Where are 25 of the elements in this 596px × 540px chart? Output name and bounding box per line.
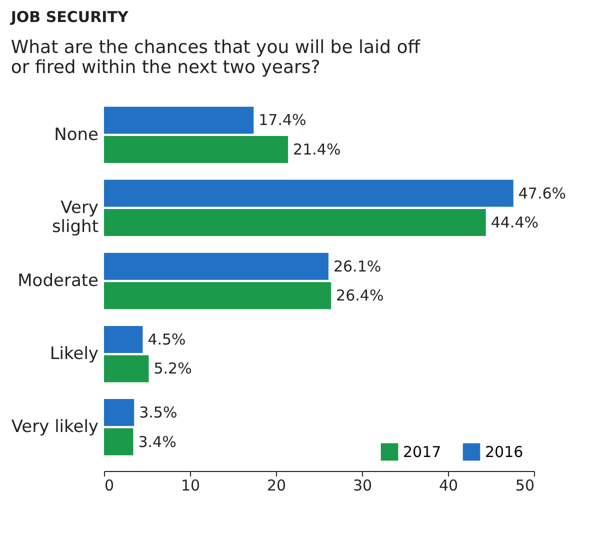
x-tick-label: 30 [352, 476, 372, 494]
data-label: 3.5% [139, 404, 178, 422]
data-label: 21.4% [293, 140, 341, 158]
chart-subtitle: What are the chances that you will be laid off or fired within the next two years? [10, 37, 421, 78]
data-label: 26.1% [333, 257, 382, 276]
data-label: 44.4% [490, 214, 538, 232]
data-label: 26.4% [336, 286, 384, 305]
x-tick-label: 20 [266, 476, 286, 494]
y-tick-label: None [54, 124, 98, 145]
legend-label: 2017 [403, 442, 442, 461]
data-label: 3.4% [138, 432, 176, 451]
data-label: 5.2% [154, 360, 192, 378]
y-tick-label: Very slight [52, 198, 99, 237]
legend-label: 2016 [485, 442, 524, 461]
x-tick-label: 40 [438, 476, 458, 494]
y-tick-label: Moderate [18, 271, 98, 291]
data-label: 17.4% [258, 111, 306, 130]
data-label: 4.5% [148, 330, 186, 348]
y-tick-label: Likely [50, 344, 98, 364]
chart-title: JOB SECURITY [10, 8, 130, 26]
x-tick-label: 10 [180, 476, 200, 494]
data-label: 47.6% [518, 184, 566, 202]
y-tick-label: Very likely [11, 417, 98, 438]
x-tick-label: 50 [515, 476, 534, 494]
x-tick-label: 0 [104, 476, 114, 494]
